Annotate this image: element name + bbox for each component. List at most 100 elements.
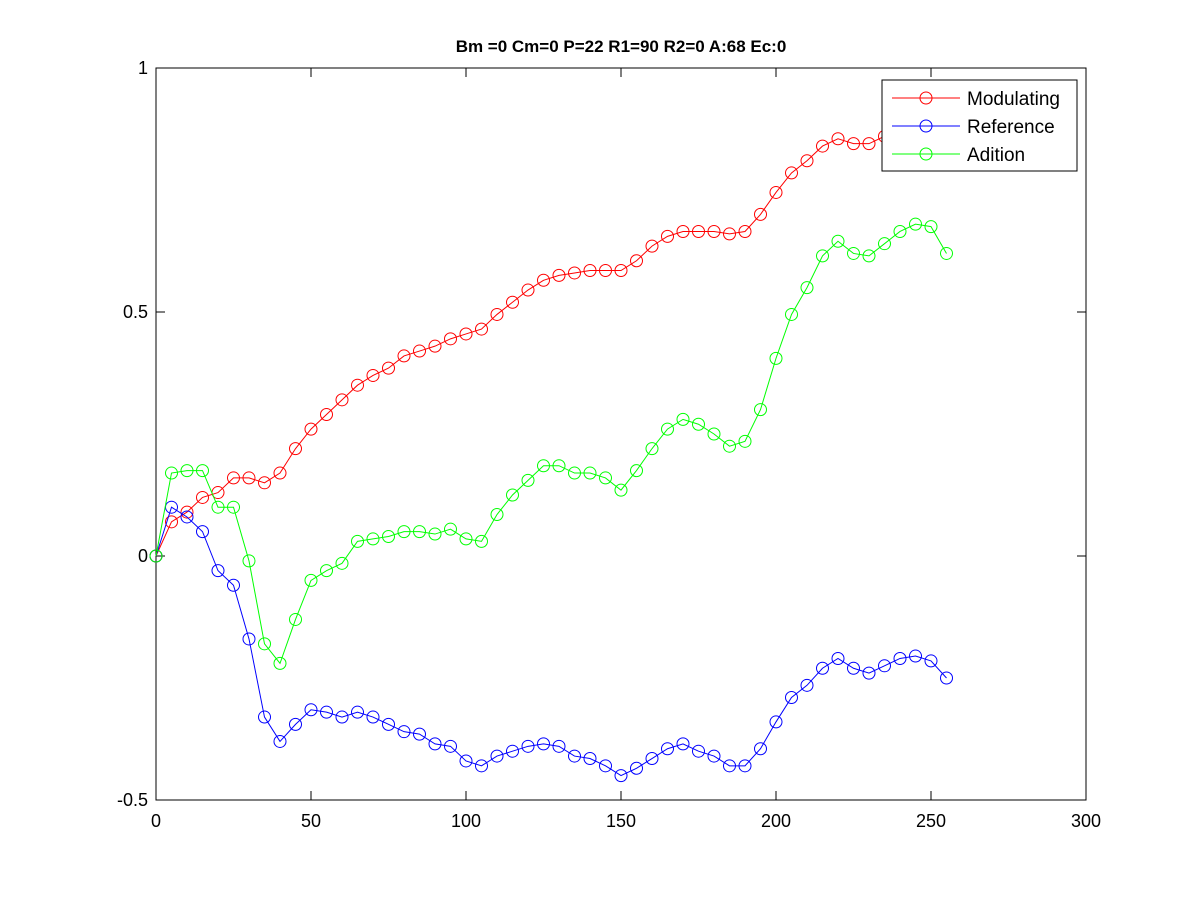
data-point [816,249,829,263]
data-point [242,632,256,646]
data-point [599,759,612,773]
data-point [707,427,721,441]
data-point [351,378,364,392]
data-point [754,742,767,756]
chart-title: Bm =0 Cm=0 P=22 R1=90 R2=0 A:68 Ec:0 [456,37,787,56]
data-point [831,234,845,248]
data-point [661,422,674,436]
data-point [738,224,752,238]
data-point [444,739,457,753]
series-line [155,135,947,557]
data-point [459,754,473,768]
series-reference [149,500,953,783]
legend-swatch-marker [919,119,933,133]
data-point [304,573,318,587]
data-point [273,734,287,748]
series-modulating [149,129,953,563]
data-point [645,239,659,253]
data-point [366,710,380,724]
data-point [723,759,736,773]
legend-label: Adition [967,145,1025,166]
data-point [862,249,876,263]
data-point [227,578,240,592]
data-point [490,307,504,321]
series-layer [149,129,953,783]
data-point [769,715,783,729]
data-point [165,466,178,480]
y-tick-label: 0.5 [123,302,148,322]
data-point [552,459,566,473]
data-point [769,351,783,365]
data-point [397,725,411,739]
data-point [862,666,876,680]
data-point [506,295,519,309]
data-point [785,166,798,180]
data-point [320,705,333,719]
data-point [335,710,349,724]
x-tick-label: 0 [151,811,161,831]
data-point [258,476,271,490]
data-point [242,471,256,485]
data-point [754,403,767,417]
data-point [769,185,783,199]
series-adition [149,217,953,670]
legend-item-reference: Reference [892,117,1055,138]
data-point [366,368,380,382]
data-point [521,739,535,753]
data-point [459,532,473,546]
data-point [661,229,674,243]
data-point [258,710,271,724]
data-point [211,564,225,578]
data-point [428,339,442,353]
data-point [614,483,628,497]
data-point [738,434,752,448]
y-tick-label: 1 [138,58,148,78]
x-tick-label: 50 [301,811,321,831]
data-point [397,349,411,363]
data-point [599,471,612,485]
data-point [878,659,891,673]
data-point [583,466,597,480]
data-point [630,254,643,268]
data-point [413,525,426,539]
data-point [196,464,209,478]
data-point [754,207,767,221]
data-point [444,332,457,346]
data-point [475,534,488,548]
data-point [552,268,566,282]
data-point [831,651,845,665]
data-point [940,671,953,685]
data-point [614,264,628,278]
data-point [521,473,535,487]
data-point [490,508,504,522]
x-tick-label: 200 [761,811,791,831]
data-point [831,132,845,146]
data-point [227,500,240,514]
data-point [583,264,597,278]
data-point [707,749,721,763]
y-tick-label: 0 [138,546,148,566]
data-point [196,525,209,539]
legend-label: Modulating [967,89,1060,110]
data-point [521,283,535,297]
data-point [785,307,798,321]
data-point [568,749,581,763]
data-point [475,759,488,773]
data-point [878,237,891,251]
data-point [149,549,163,563]
data-point [335,393,349,407]
data-point [800,154,814,168]
data-point [893,651,907,665]
series-line [155,506,947,777]
data-point [645,442,659,456]
data-point [599,264,612,278]
data-point [351,705,364,719]
data-point [909,649,922,663]
data-point [924,654,938,668]
data-point [382,717,395,731]
x-tick-label: 150 [606,811,636,831]
data-point [444,522,457,536]
data-point [304,703,318,717]
data-point [366,532,380,546]
data-point [537,737,550,751]
